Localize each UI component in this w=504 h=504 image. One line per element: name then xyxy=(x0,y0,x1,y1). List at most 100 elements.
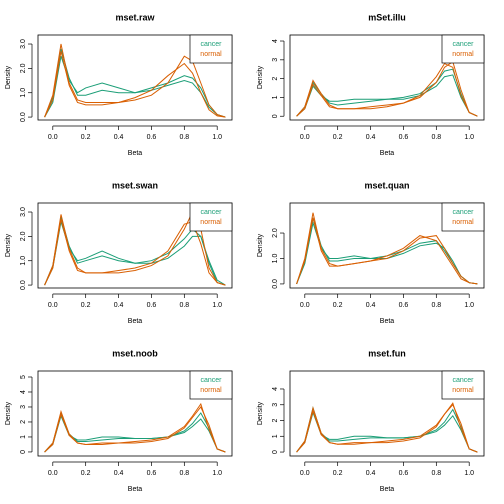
panel-title: mSet.illu xyxy=(368,12,406,22)
y-tick-label: 1 xyxy=(272,95,279,99)
y-tick-label: 1.0 xyxy=(20,88,27,98)
x-tick-label: 1.0 xyxy=(464,302,474,309)
density-line xyxy=(296,410,478,453)
x-tick-label: 0.4 xyxy=(114,302,124,309)
panel-title: mset.raw xyxy=(115,12,155,22)
x-tick-label: 1.0 xyxy=(212,302,222,309)
y-tick-label: 0.0 xyxy=(20,112,27,122)
x-tick-label: 0.4 xyxy=(366,302,376,309)
legend-entry: normal xyxy=(452,51,474,58)
y-tick-label: 2 xyxy=(20,420,27,424)
y-tick-label: 2 xyxy=(272,77,279,81)
x-tick-label: 0.8 xyxy=(431,302,441,309)
y-tick-label: 2.0 xyxy=(20,63,27,73)
density-line xyxy=(296,212,478,285)
y-tick-label: 4 xyxy=(272,39,279,43)
y-tick-label: 3 xyxy=(20,405,27,409)
y-axis-label: Density xyxy=(257,65,264,89)
x-tick-label: 0.0 xyxy=(48,302,58,309)
y-tick-label: 1 xyxy=(272,434,279,438)
density-line xyxy=(44,414,226,453)
y-tick-label: 1.0 xyxy=(20,256,27,266)
x-tick-label: 0.8 xyxy=(179,302,189,309)
y-tick-label: 2 xyxy=(272,418,279,422)
density-line xyxy=(44,210,226,286)
y-tick-label: 2.0 xyxy=(272,228,279,238)
panel-title: mset.fun xyxy=(368,348,406,358)
x-tick-label: 0.6 xyxy=(399,134,409,141)
density-line xyxy=(44,402,226,453)
legend-entry: normal xyxy=(200,387,222,394)
legend-entry: normal xyxy=(452,219,474,226)
y-tick-label: 0.0 xyxy=(272,279,279,289)
x-axis-label: Beta xyxy=(128,486,143,493)
density-line xyxy=(44,411,226,453)
y-axis-label: Density xyxy=(5,65,12,89)
plot-box xyxy=(37,34,233,121)
y-tick-label: 3.0 xyxy=(20,39,27,49)
density-line xyxy=(296,74,478,117)
panel-title: mset.quan xyxy=(364,180,409,190)
y-tick-label: 1.0 xyxy=(272,254,279,264)
y-axis-label: Density xyxy=(5,233,12,257)
x-tick-label: 1.0 xyxy=(464,134,474,141)
x-axis-label: Beta xyxy=(128,150,143,157)
density-line xyxy=(44,406,226,453)
x-tick-label: 0.6 xyxy=(399,302,409,309)
y-axis-label: Density xyxy=(5,401,12,425)
x-tick-label: 1.0 xyxy=(464,470,474,477)
x-tick-label: 0.8 xyxy=(431,470,441,477)
y-axis-label: Density xyxy=(257,401,264,425)
density-line xyxy=(296,406,478,453)
y-tick-label: 5 xyxy=(20,375,27,379)
legend-entry: cancer xyxy=(452,41,474,48)
density-line xyxy=(296,403,478,453)
legend-entry: cancer xyxy=(452,377,474,384)
x-tick-label: 0.8 xyxy=(179,470,189,477)
x-tick-label: 0.6 xyxy=(147,134,157,141)
x-tick-label: 0.8 xyxy=(179,134,189,141)
x-tick-label: 0.2 xyxy=(81,302,91,309)
x-tick-label: 0.2 xyxy=(333,470,343,477)
density-line xyxy=(296,402,478,453)
legend-entry: normal xyxy=(200,51,222,58)
x-tick-label: 0.0 xyxy=(300,302,310,309)
legend-box xyxy=(189,202,233,232)
plot-box xyxy=(37,202,233,289)
y-tick-label: 0 xyxy=(20,450,27,454)
legend-box xyxy=(189,34,233,64)
y-tick-label: 0.0 xyxy=(20,280,27,290)
x-tick-label: 0.0 xyxy=(48,470,58,477)
y-tick-label: 4 xyxy=(272,387,279,391)
y-tick-label: 2.0 xyxy=(20,231,27,241)
x-axis-label: Beta xyxy=(380,150,395,157)
x-tick-label: 1.0 xyxy=(212,134,222,141)
legend-entry: cancer xyxy=(200,41,222,48)
x-tick-label: 0.4 xyxy=(366,134,376,141)
panel-title: mset.noob xyxy=(112,348,158,358)
plot-box xyxy=(37,370,233,457)
x-tick-label: 0.0 xyxy=(300,134,310,141)
panel-title: mset.swan xyxy=(112,180,158,190)
density-line xyxy=(44,219,226,286)
y-tick-label: 0 xyxy=(272,114,279,118)
x-tick-label: 0.2 xyxy=(81,134,91,141)
legend-entry: normal xyxy=(452,387,474,394)
x-axis-label: Beta xyxy=(128,318,143,325)
x-tick-label: 0.2 xyxy=(333,302,343,309)
x-tick-label: 0.4 xyxy=(114,470,124,477)
y-tick-label: 3 xyxy=(272,58,279,62)
y-tick-label: 4 xyxy=(20,390,27,394)
density-line xyxy=(296,62,478,117)
legend-entry: cancer xyxy=(200,377,222,384)
x-tick-label: 0.6 xyxy=(147,302,157,309)
y-tick-label: 1 xyxy=(20,435,27,439)
legend-box xyxy=(441,370,485,400)
y-tick-label: 3.0 xyxy=(20,207,27,217)
density-line xyxy=(44,51,226,118)
y-tick-label: 3 xyxy=(272,403,279,407)
x-tick-label: 0.0 xyxy=(48,134,58,141)
x-tick-label: 0.2 xyxy=(81,470,91,477)
legend-box xyxy=(189,370,233,400)
